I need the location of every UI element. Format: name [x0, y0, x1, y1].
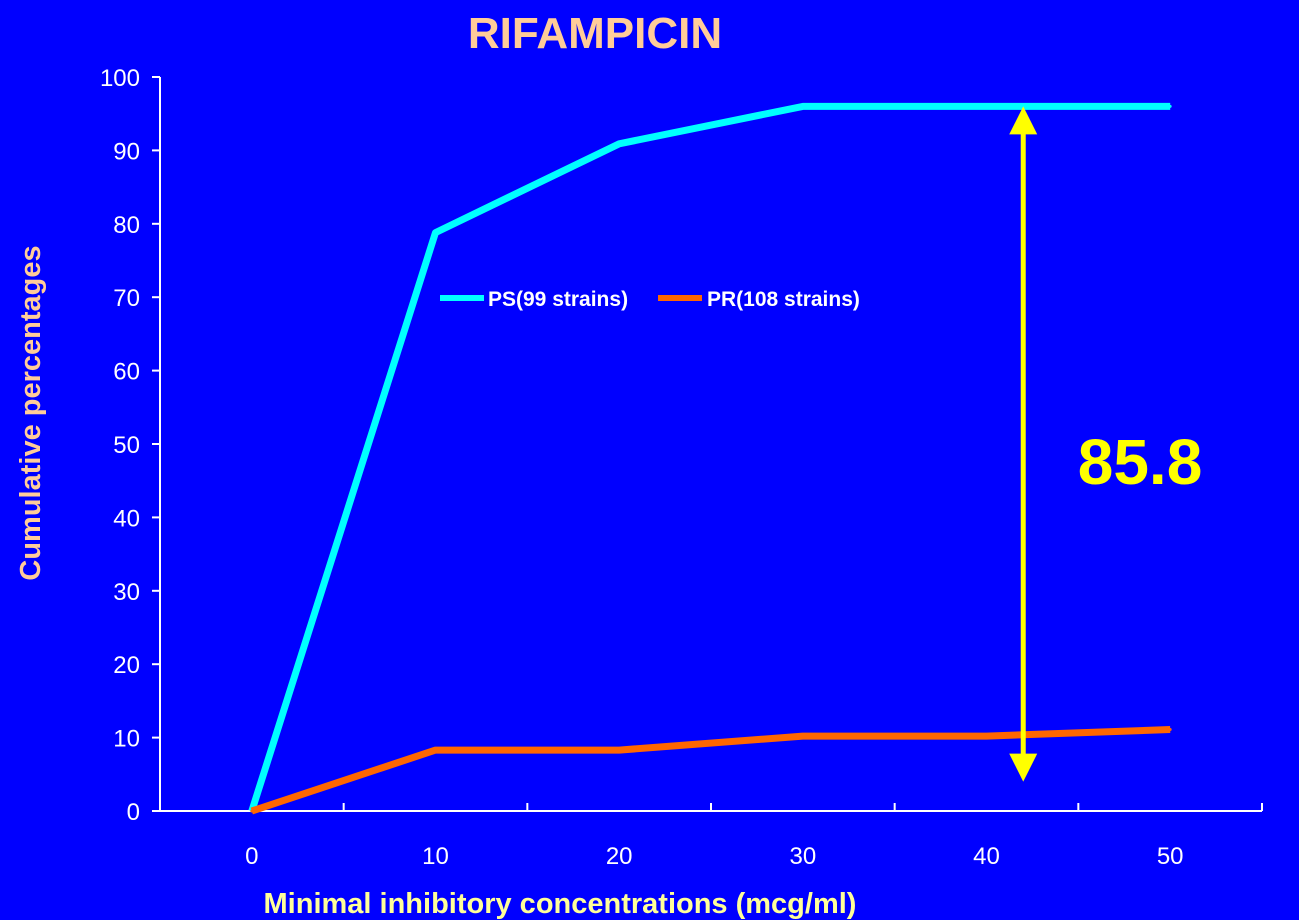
data-point [985, 104, 988, 108]
legend-label: PR(108 strains) [707, 288, 860, 311]
y-tick-label: 10 [113, 726, 140, 753]
y-tick-label: 30 [113, 579, 140, 606]
chart-title: RIFAMPICIN [468, 9, 722, 58]
x-tick-label: 20 [606, 843, 633, 870]
y-tick-label: 0 [127, 799, 140, 826]
y-tick-label: 50 [113, 432, 140, 459]
data-point [1168, 728, 1172, 732]
annotation-layer: 85.8 [1009, 106, 1203, 782]
axes: 0 10 20 30 40 50 60 70 80 90 100 0 10 20 30 40 50 [100, 65, 1263, 870]
y-axis-title: Cumulative percentages [15, 245, 47, 580]
data-point [250, 809, 254, 813]
y-tick-label: 90 [113, 138, 140, 165]
data-point [434, 231, 437, 235]
data-point [434, 748, 437, 752]
x-tick-label: 40 [973, 843, 1000, 870]
x-tick-label: 10 [422, 843, 449, 870]
series-line-pr [250, 726, 1171, 815]
data-point [985, 734, 988, 738]
series-line-ps [248, 102, 1171, 813]
y-tick-label: 80 [113, 212, 140, 239]
x-tick-label: 0 [245, 843, 258, 870]
y-tick-label: 100 [100, 65, 140, 92]
y-tick-label: 40 [113, 505, 140, 532]
y-tick-label: 20 [113, 652, 140, 679]
legend: PS(99 strains) PR(108 strains) [440, 288, 860, 311]
y-tick-label: 70 [113, 285, 140, 312]
annotation-label: 85.8 [1078, 426, 1203, 498]
annotation-arrow-head-up [1009, 106, 1038, 135]
data-point [617, 748, 621, 752]
annotation-arrow-head-down [1009, 753, 1038, 782]
data-point [801, 104, 805, 108]
legend-label: PS(99 strains) [488, 288, 628, 311]
series-layer [248, 102, 1172, 815]
data-point [1168, 104, 1172, 108]
data-point [801, 734, 805, 738]
y-tick-label: 60 [113, 359, 140, 386]
x-tick-label: 30 [789, 843, 816, 870]
x-axis-title: Minimal inhibitory concentrations (mcg/m… [264, 888, 857, 920]
x-tick-label: 50 [1157, 843, 1184, 870]
data-point [617, 142, 621, 146]
